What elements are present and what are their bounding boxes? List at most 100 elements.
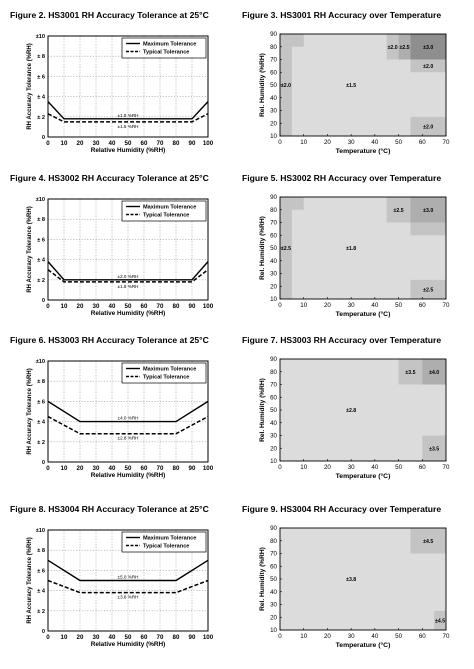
y-tick-label: 20 — [270, 614, 277, 621]
x-tick-label: 40 — [371, 464, 378, 471]
y-tick-label: 0 — [42, 460, 45, 466]
figure-2: Figure 2. HS3001 RH Accuracy Tolerance a… — [10, 10, 228, 160]
typical-tolerance-line — [47, 269, 209, 283]
y-axis-label: Rel. Humidity (%RH) — [259, 378, 266, 442]
data-label: ±2.0 %RH — [118, 274, 139, 279]
y-tick-label: ± 4 — [37, 95, 46, 101]
y-tick-label: 10 — [270, 133, 277, 140]
legend-label: Maximum Tolerance — [143, 367, 196, 373]
chart-title: Figure 5. HS3002 RH Accuracy over Temper… — [242, 173, 442, 183]
x-tick-label: 50 — [395, 464, 402, 471]
x-tick-label: 10 — [300, 464, 307, 471]
figure-5: Figure 5. HS3002 RH Accuracy over Temper… — [242, 173, 468, 323]
y-tick-label: 30 — [270, 433, 277, 440]
accuracy-region — [410, 222, 446, 236]
legend-label: Typical Tolerance — [143, 375, 189, 381]
x-tick-label: 70 — [443, 633, 450, 640]
region-label: ±1.8 — [346, 246, 356, 252]
accuracy-region — [410, 528, 446, 554]
x-tick-label: 40 — [371, 302, 378, 309]
x-tick-label: 20 — [77, 634, 84, 641]
x-tick-label: 50 — [125, 465, 132, 472]
x-tick-label: 10 — [61, 303, 68, 310]
accuracy-region — [410, 116, 446, 136]
legend-box — [121, 531, 207, 553]
x-tick-label: 60 — [419, 633, 426, 640]
typical-tolerance-line — [47, 415, 209, 435]
maximum-tolerance-line — [47, 559, 209, 582]
y-tick-label: 90 — [270, 525, 277, 532]
x-tick-label: 50 — [395, 633, 402, 640]
typical-tolerance-line — [47, 579, 209, 594]
y-tick-label: 60 — [270, 394, 277, 401]
x-tick-label: 20 — [77, 303, 84, 310]
heatmap-chart: ±2.8±3.5 ±4.0±3.50 10 20 30 40 50 60 70102030405… — [259, 356, 450, 480]
y-tick-label: 20 — [270, 283, 277, 290]
data-label: ±1.8 %RH — [118, 284, 139, 289]
region-label: ±2.0 — [281, 83, 291, 89]
figure-4: Figure 4. HS3002 RH Accuracy Tolerance a… — [10, 173, 228, 323]
x-tick-label: 40 — [109, 465, 116, 472]
x-tick-label: 50 — [395, 139, 402, 146]
plot-frame — [47, 35, 209, 138]
maximum-tolerance-line — [47, 400, 209, 423]
x-tick-label: 0 — [278, 464, 282, 471]
y-tick-label: ± 8 — [37, 379, 45, 385]
x-tick-label: 0 — [278, 302, 282, 309]
y-tick-label: ± 4 — [37, 420, 46, 426]
accuracy-region — [398, 359, 423, 385]
y-axis-label: RH Accuracy Tolerance (%RH) — [27, 43, 33, 129]
y-tick-label: 90 — [270, 194, 277, 201]
accuracy-region — [280, 197, 304, 210]
y-tick-label: ± 8 — [37, 548, 45, 554]
x-tick-label: 60 — [141, 634, 148, 641]
x-tick-label: 100 — [203, 465, 214, 472]
y-tick-label: 0 — [42, 135, 45, 141]
y-tick-label: 10 — [270, 627, 277, 634]
heatmap-chart: ±1.8±2.5±2.5 ±3.0±2.50 10 20 30 40 50 60 7010203… — [259, 194, 450, 318]
accuracy-region — [280, 34, 304, 47]
x-tick-label: 60 — [419, 302, 426, 309]
y-tick-label: 50 — [270, 82, 277, 89]
x-tick-label: 0 — [46, 634, 50, 641]
y-tick-label: 90 — [270, 31, 277, 38]
x-axis-label: Relative Humidity (%RH) — [91, 641, 166, 648]
chart-title: Figure 8. HS3004 RH Accuracy Tolerance a… — [10, 504, 209, 514]
x-tick-label: 100 — [203, 303, 214, 310]
x-tick-label: 60 — [141, 303, 148, 310]
figure-6: Figure 6. HS3003 RH Accuracy Tolerance a… — [10, 335, 228, 485]
x-tick-label: 30 — [93, 303, 100, 310]
x-tick-label: 10 — [61, 634, 68, 641]
y-tick-label: 10 — [270, 296, 277, 303]
x-tick-label: 30 — [348, 139, 355, 146]
region-label: ±3.5 — [429, 446, 439, 452]
y-tick-label: 20 — [270, 120, 277, 127]
x-tick-label: 40 — [109, 140, 116, 147]
accuracy-region — [422, 435, 446, 461]
y-tick-label: ± 6 — [37, 237, 45, 243]
region-label: ±1.5 — [346, 83, 356, 89]
accuracy-region — [398, 34, 411, 60]
chart-title: Figure 6. HS3003 RH Accuracy Tolerance a… — [10, 335, 209, 345]
region-label: ±3.8 — [346, 577, 356, 583]
x-tick-label: 0 — [46, 465, 50, 472]
y-tick-label: 20 — [270, 445, 277, 452]
accuracy-region — [386, 34, 399, 60]
region-label: ±3.0 — [423, 208, 433, 214]
y-tick-label: ± 8 — [37, 217, 45, 223]
plot-frame — [47, 360, 209, 463]
y-tick-label: 0 — [42, 298, 45, 304]
region-label: ±2.8 — [346, 408, 356, 414]
y-tick-label: 50 — [270, 407, 277, 414]
x-tick-label: 60 — [141, 140, 148, 147]
legend-label: Maximum Tolerance — [143, 536, 196, 542]
y-tick-label: 30 — [270, 271, 277, 278]
x-tick-label: 50 — [125, 303, 132, 310]
line-chart: 0 10 20 30 40 50 60 70 80 90 100 0 ± 2 ± 4 ± 6 ± 8 ±10 ±1… — [27, 34, 214, 154]
x-tick-label: 100 — [203, 140, 214, 147]
accuracy-region — [280, 197, 292, 299]
accuracy-region — [386, 197, 411, 223]
y-tick-label: 80 — [270, 207, 277, 214]
x-tick-label: 40 — [371, 633, 378, 640]
